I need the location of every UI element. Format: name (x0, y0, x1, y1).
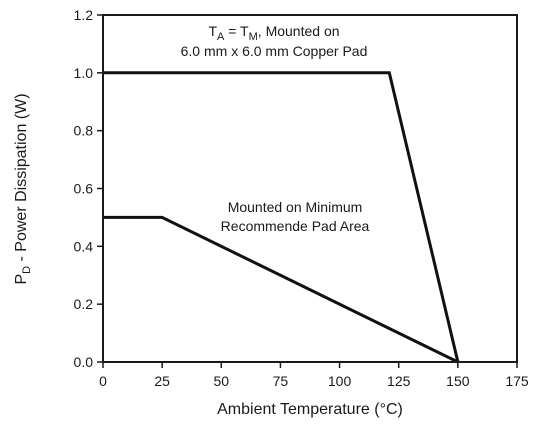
y-tick-label: 0.4 (74, 238, 94, 254)
x-tick-label: 75 (273, 373, 289, 389)
x-tick-label: 25 (154, 373, 170, 389)
y-tick-label: 1.2 (74, 7, 94, 23)
annotation-copper-pad-line2: 6.0 mm x 6.0 mm Copper Pad (181, 43, 368, 59)
x-tick-label: 125 (387, 373, 411, 389)
plot-frame (102, 14, 518, 363)
annotation-min-pad-line1: Mounted on Minimum (228, 199, 363, 215)
x-axis-title: Ambient Temperature (°C) (217, 401, 403, 418)
y-tick-label: 0.6 (74, 181, 94, 197)
y-tick-label: 0.0 (74, 354, 94, 370)
x-tick-label: 175 (505, 373, 529, 389)
x-tick-label: 50 (213, 373, 229, 389)
y-tick-label: 0.8 (74, 123, 94, 139)
y-tick-label: 0.2 (74, 296, 94, 312)
x-tick-label: 150 (446, 373, 470, 389)
series-layer (103, 71, 460, 364)
annotation-copper-pad-line1: TA = TM, Mounted on (208, 23, 339, 43)
x-tick-label: 100 (328, 373, 352, 389)
series-line-copper-pad (103, 71, 460, 363)
series-line-minimum-pad (103, 215, 459, 364)
y-tick-label: 1.0 (74, 65, 94, 81)
annotation-min-pad-line2: Recommende Pad Area (221, 218, 370, 234)
x-tick-label: 0 (99, 373, 107, 389)
ticks-layer: 0 25 50 75 100 125 150 175 0.0 0.2 0.4 0.6 0.8 1.0 1.2 (74, 7, 529, 389)
y-axis-title: PD - Power Dissipation (W) (13, 93, 33, 284)
